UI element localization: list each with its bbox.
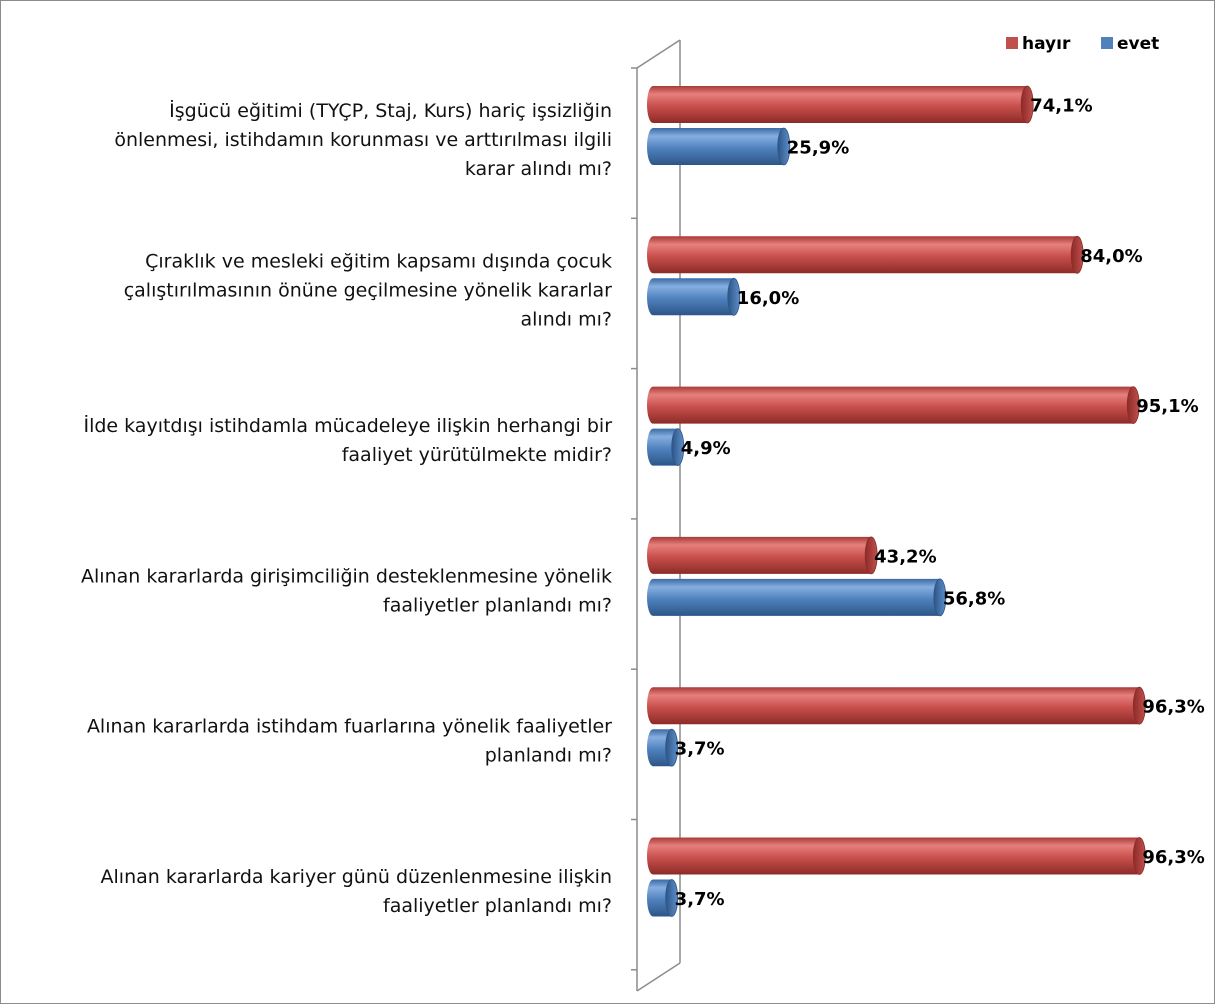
category-label: faaliyetler planlandı mı? — [383, 594, 612, 616]
value-labels-layer: 74,1% 25,9% 84,0% 16,0% 95,1% 4,9% 43,2% 56,8% 9… — [675, 96, 1205, 911]
category-label: alındı mı? — [521, 308, 613, 330]
bar-hayir — [647, 386, 1140, 424]
category-label: faaliyet yürütülmekte midir? — [342, 444, 612, 466]
bar-evet — [647, 578, 946, 616]
value-label-hayir: 84,0% — [1080, 246, 1142, 267]
category-label: faaliyetler planlandı mı? — [383, 895, 612, 917]
value-label-evet: 3,7% — [675, 889, 725, 910]
bar-cap-hayir — [1132, 686, 1146, 725]
category-label: planlandı mı? — [485, 745, 612, 767]
category-label: Alınan kararlarda kariyer günü düzenlenm… — [101, 866, 612, 888]
value-label-hayir: 43,2% — [874, 546, 936, 567]
category-labels-layer: İşgücü eğitimi (TYÇP, Staj, Kurs) hariç … — [81, 99, 612, 917]
bar-cap-evet — [933, 578, 947, 617]
axis-wall — [636, 39, 681, 992]
category-label: önlenmesi, istihdamın korunması ve arttı… — [114, 129, 612, 151]
value-label-hayir: 96,3% — [1142, 697, 1204, 718]
axis-wall-bottom — [636, 962, 681, 992]
bar-evet — [647, 128, 790, 165]
value-label-evet: 3,7% — [675, 739, 725, 760]
bar-hayir — [647, 236, 1084, 274]
category-label: Çıraklık ve mesleki eğitim kapsamı dışın… — [145, 250, 612, 272]
category-label: Alınan kararlarda istihdam fuarlarına yö… — [87, 716, 612, 738]
bar-cap-evet — [665, 879, 679, 917]
category-label: çalıştırılmasının önüne geçilmesine yöne… — [124, 279, 612, 301]
legend-swatch-evet — [1101, 37, 1113, 49]
bar-cap-hayir — [1020, 85, 1034, 124]
bar-cap-evet — [777, 127, 791, 166]
value-label-evet: 4,9% — [681, 438, 731, 459]
value-label-hayir: 95,1% — [1136, 396, 1198, 417]
bar-cap-hayir — [864, 536, 878, 575]
bar-cap-hayir — [1070, 235, 1084, 274]
bar-cap-hayir — [1132, 837, 1146, 875]
bar-cap-evet — [665, 728, 679, 767]
legend-swatch-hayir — [1006, 37, 1018, 49]
value-label-evet: 25,9% — [787, 138, 849, 159]
category-label: karar alındı mı? — [465, 158, 612, 180]
legend: hayır evet — [1006, 34, 1159, 54]
bar-hayir — [647, 86, 1034, 123]
bars-layer — [647, 85, 1146, 917]
bar-hayir — [647, 536, 878, 574]
bar-hayir — [647, 837, 1146, 875]
axis-ticks — [631, 67, 637, 971]
bar-hayir — [647, 687, 1146, 725]
value-label-evet: 56,8% — [943, 588, 1005, 609]
bar-evet — [647, 278, 740, 316]
bar-cap-hayir — [1126, 386, 1140, 425]
category-label: Alınan kararlarda girişimciliğin destekl… — [81, 565, 612, 587]
value-label-evet: 16,0% — [737, 288, 799, 309]
category-label: İşgücü eğitimi (TYÇP, Staj, Kurs) hariç … — [169, 99, 612, 122]
axis-wall-top — [636, 39, 681, 69]
legend-label-evet: evet — [1117, 34, 1159, 54]
value-label-hayir: 96,3% — [1142, 847, 1204, 868]
legend-label-hayir: hayır — [1022, 34, 1071, 54]
value-label-hayir: 74,1% — [1030, 96, 1092, 117]
bar-cap-evet — [671, 428, 685, 467]
bar-cap-evet — [727, 277, 741, 316]
category-label: İlde kayıtdışı istihdamla mücadeleye ili… — [83, 414, 612, 437]
